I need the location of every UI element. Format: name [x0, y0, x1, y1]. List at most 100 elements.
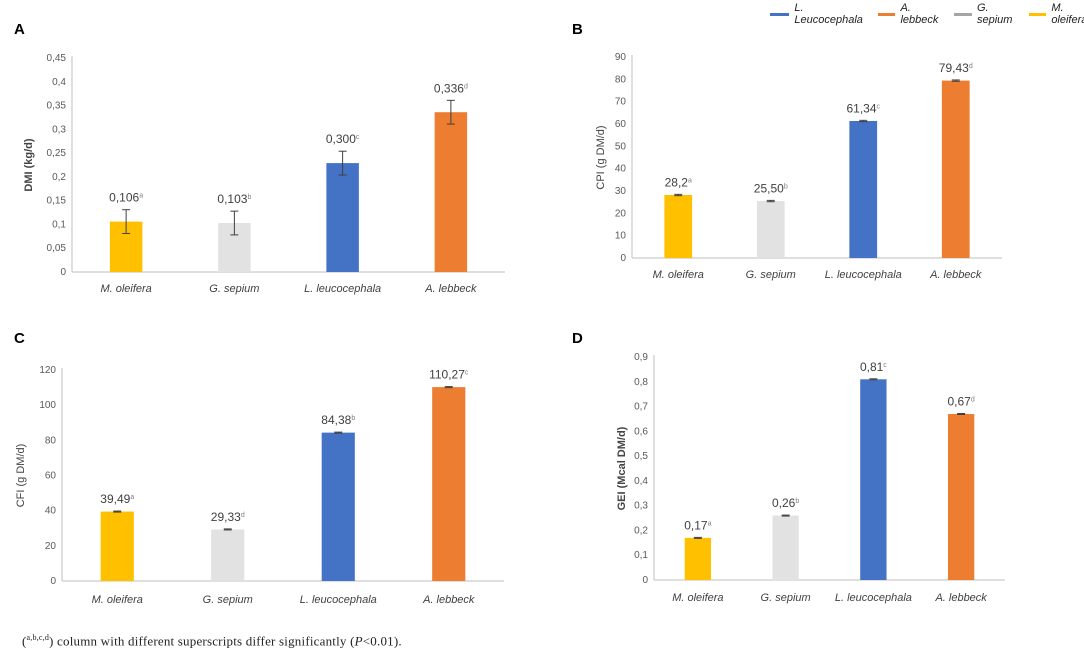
chart-legend: L. Leucocephala A. lebbeck G. sepium M. …: [770, 2, 1084, 26]
legend-label: M. oleifera: [1051, 2, 1084, 26]
legend-label: L. Leucocephala: [794, 2, 863, 26]
bar: [860, 379, 887, 580]
x-tick-label: L. leucocephala: [304, 283, 381, 295]
data-label: 84,38b: [321, 413, 355, 427]
y-tick-label: 10: [615, 231, 627, 242]
data-label: 61,34c: [846, 101, 880, 115]
legend-label: G. sepium: [976, 2, 1013, 26]
y-tick-label: 40: [615, 164, 627, 175]
bar: [321, 432, 355, 581]
legend-swatch: [954, 12, 972, 16]
y-tick-label: 90: [615, 52, 627, 63]
legend-swatch: [770, 12, 790, 16]
x-tick-label: A. lebbeck: [934, 592, 987, 604]
x-tick-label: L. leucocephala: [835, 592, 912, 604]
data-label: 0,26b: [772, 496, 799, 510]
y-axis-label: CFI (g DM/d): [15, 444, 27, 508]
x-tick-label: G. sepium: [761, 592, 811, 604]
y-tick-label: 0,6: [634, 426, 648, 437]
data-label: 0,103b: [217, 192, 251, 206]
bar: [684, 537, 712, 580]
x-tick-label: G. sepium: [209, 283, 259, 295]
x-tick-label: G. sepium: [203, 594, 253, 606]
y-tick-label: 0,1: [634, 550, 648, 561]
bar: [941, 80, 970, 259]
x-tick-label: M. oleifera: [653, 269, 704, 281]
legend-item: L. Leucocephala: [770, 2, 866, 26]
bar: [772, 515, 799, 580]
bar: [756, 201, 785, 258]
data-label: 0,17a: [684, 518, 711, 532]
y-tick-label: 30: [615, 186, 627, 197]
y-axis-label: CPI (g DM/d): [595, 125, 607, 189]
data-label: 0,336d: [434, 81, 468, 95]
bar: [664, 195, 693, 258]
y-tick-label: 0,35: [47, 101, 67, 112]
x-tick-label: M. oleifera: [92, 594, 143, 606]
panel-letter: C: [14, 330, 25, 347]
x-tick-label: L. leucocephala: [300, 594, 377, 606]
bar: [326, 163, 359, 272]
x-tick-label: A. lebbeck: [422, 594, 475, 606]
y-tick-label: 0,4: [52, 77, 66, 88]
y-tick-label: 100: [39, 400, 56, 411]
bar: [947, 413, 975, 580]
x-tick-label: L. leucocephala: [825, 269, 902, 281]
y-tick-label: 0,8: [634, 377, 648, 388]
legend-item: A. lebbeck: [877, 2, 943, 26]
y-tick-label: 40: [45, 506, 57, 517]
y-tick-label: 80: [615, 74, 627, 85]
bar: [434, 112, 468, 272]
y-tick-label: 0,5: [634, 451, 648, 462]
y-tick-label: 0,4: [634, 476, 648, 487]
panel-letter: D: [572, 330, 583, 347]
data-label: 110,27c: [429, 368, 469, 382]
data-label: 29,33d: [211, 510, 245, 524]
data-label: 25,50b: [754, 181, 788, 195]
y-tick-label: 80: [45, 435, 57, 446]
y-tick-label: 0: [620, 253, 626, 264]
legend-swatch: [1028, 12, 1047, 16]
y-tick-label: 0,1: [52, 219, 66, 230]
legend-label: A. lebbeck: [900, 2, 939, 26]
x-tick-label: M. oleifera: [672, 592, 723, 604]
x-tick-label: A. lebbeck: [929, 269, 982, 281]
panel-letter: A: [14, 21, 25, 38]
y-tick-label: 0,15: [47, 196, 67, 207]
data-label: 28,2a: [665, 175, 692, 189]
legend-swatch: [877, 12, 896, 16]
legend-item: M. oleifera: [1028, 2, 1084, 26]
data-label: 39,49a: [100, 492, 134, 506]
figure-canvas: A 0 0,05 0,1 0,15 0,2 0,25 0,3 0,35 0,4 0,45 DMI (k…: [14, 21, 1005, 606]
y-tick-label: 0,25: [47, 148, 67, 159]
y-tick-label: 0,7: [634, 402, 648, 413]
y-tick-label: 0,3: [634, 501, 648, 512]
x-tick-label: A. lebbeck: [424, 283, 477, 295]
y-tick-label: 0,45: [47, 53, 67, 64]
bar: [849, 121, 878, 259]
bar: [211, 529, 245, 581]
data-label: 79,43d: [939, 61, 973, 75]
data-label: 0,300c: [326, 132, 360, 146]
x-tick-label: G. sepium: [746, 269, 796, 281]
y-tick-label: 0,9: [634, 352, 648, 363]
bar: [432, 387, 466, 581]
data-label: 0,81c: [860, 360, 887, 374]
y-tick-label: 60: [615, 119, 627, 130]
legend-item: G. sepium: [954, 2, 1016, 26]
y-tick-label: 0,3: [52, 124, 66, 135]
y-tick-label: 20: [45, 541, 57, 552]
panel-letter: B: [572, 21, 583, 38]
y-tick-label: 60: [45, 471, 57, 482]
x-tick-label: M. oleifera: [100, 283, 151, 295]
footnote: (a,b,c,d) column with different superscr…: [22, 633, 402, 649]
y-tick-label: 0,05: [47, 243, 67, 254]
y-axis-label: DMI (kg/d): [23, 138, 35, 191]
y-axis-label: GEI (Mcal DM/d): [616, 426, 628, 510]
y-tick-label: 0,2: [52, 172, 66, 183]
y-tick-label: 0: [50, 576, 56, 587]
data-label: 0,106a: [109, 191, 143, 205]
bar: [100, 511, 134, 581]
y-tick-label: 0: [60, 267, 66, 278]
y-tick-label: 50: [615, 141, 627, 152]
